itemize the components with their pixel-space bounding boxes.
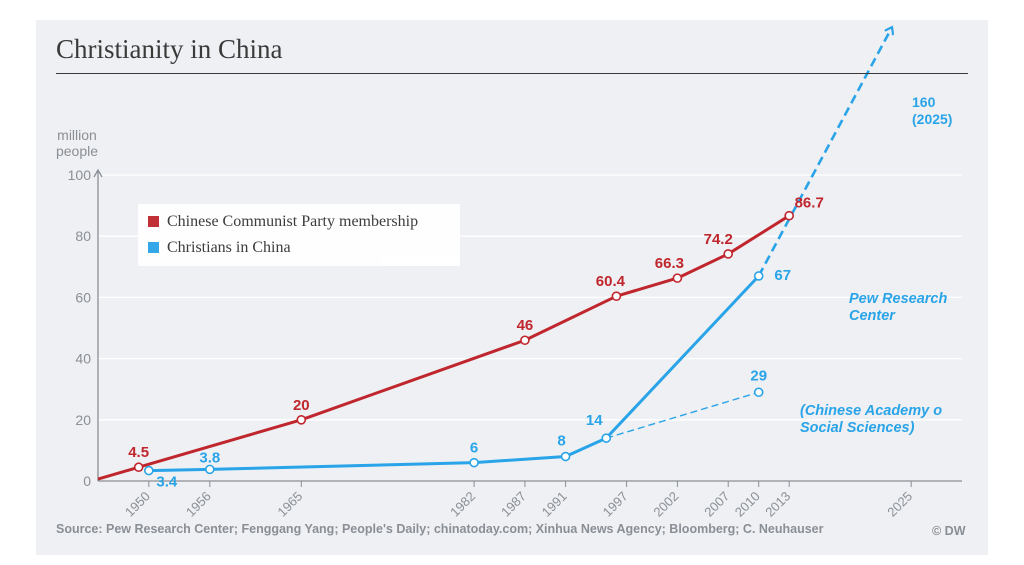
x-tick-label: 2010 [732,489,763,520]
y-tick-label: 20 [75,412,91,428]
party-point [133,462,144,473]
y-axis-unit-line1: million [57,127,97,143]
x-tick-label: 2025 [884,489,915,520]
annotation-pew-line2: Center [849,308,896,324]
y-axis-arrow [93,168,103,178]
party-data-label: 20 [293,397,310,414]
annotation-cass-line1: (Chinese Academy o [800,403,942,419]
party-data-label: 4.5 [128,444,149,461]
alternate-estimate-point [753,387,764,398]
x-tick-label: 1956 [183,489,214,520]
legend-swatch-christians [148,242,159,253]
annotation-pew-line1: Pew Research [849,291,947,307]
legend: Chinese Communist Party membership Chris… [138,204,460,266]
y-tick-label: 40 [75,351,91,367]
x-tick-label: 2007 [701,489,732,520]
christians-point [560,451,571,462]
projection-value-label: 160 [912,94,936,110]
x-tick-label: 1950 [122,489,153,520]
chart-title: Christianity in China [56,34,283,64]
christians-data-label: 67 [774,267,791,284]
party-point [784,210,795,221]
x-tick-label: 1987 [498,489,529,520]
legend-label-christians: Christians in China [167,239,291,256]
projection-year-label: (2025) [912,111,952,127]
christians-point [469,457,479,468]
party-data-label: 60.4 [596,273,626,290]
legend-item-party: Chinese Communist Party membership [148,213,418,231]
title-divider [56,73,968,74]
copyright-credit: © DW [932,524,966,538]
x-tick-label: 1991 [539,489,570,520]
legend-swatch-party [148,216,159,227]
party-data-label: 66.3 [655,255,684,272]
christians-point [753,271,764,281]
christians-data-label: 3.4 [156,474,178,491]
y-tick-label: 80 [75,228,91,244]
legend-item-christians: Christians in China [148,239,291,257]
alternate-estimate-line [606,391,759,439]
x-tick-label: 2002 [650,489,681,520]
party-data-label: 74.2 [704,231,733,248]
christians-data-label: 14 [586,412,603,429]
christians-point [205,464,215,475]
party-point [723,249,734,259]
christians-data-label: 8 [557,433,565,450]
projection-line [757,28,892,277]
y-tick-label: 100 [68,167,92,183]
x-tick-label: 2013 [762,489,793,520]
christians-data-label: 6 [470,440,478,457]
x-tick-label: 1965 [274,489,305,520]
party-point [520,335,530,346]
christians-data-label: 3.8 [199,449,220,466]
alternate-estimate-label: 29 [750,367,767,384]
series-line-christians [148,274,760,473]
x-tick-label: 1997 [600,489,631,520]
christians-point [144,465,154,476]
annotation-cass-line2: Social Sciences) [800,420,915,436]
party-data-label: 46 [517,317,534,334]
legend-label-party: Chinese Communist Party membership [167,213,419,230]
y-axis-unit-line2: people [55,143,99,159]
christians-point [601,433,612,443]
series-line-party [97,214,790,481]
y-tick-label: 0 [83,473,91,489]
party-data-label: 86.7 [795,195,824,212]
y-axis-unit: million people [48,127,106,159]
y-tick-label: 60 [75,289,91,305]
party-point [611,291,622,301]
party-point [296,414,307,425]
party-point [672,273,683,283]
x-tick-label: 1982 [447,489,478,520]
source-note: Source: Pew Research Center; Fenggang Ya… [56,522,824,536]
chart-panel [36,20,988,555]
